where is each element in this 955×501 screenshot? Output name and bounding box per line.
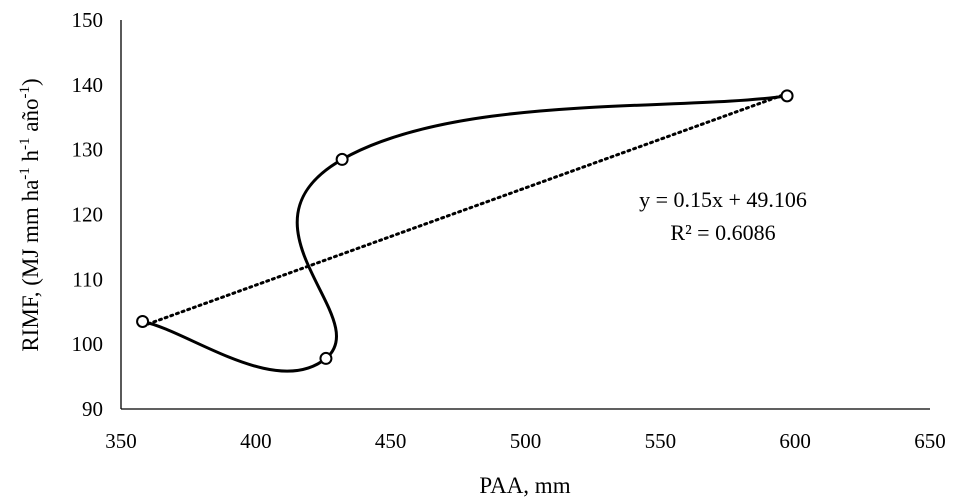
y-axis-title-superscript: -1 — [17, 86, 33, 99]
trendline — [141, 92, 789, 328]
x-tick-label: 600 — [779, 429, 811, 453]
trendline-r-squared: R² = 0.6086 — [670, 220, 775, 245]
y-tick-label: 100 — [72, 332, 104, 356]
y-axis-title-part: RIMF, (MJ mm ha — [18, 180, 43, 352]
data-point — [780, 89, 794, 103]
y-tick-label: 120 — [72, 203, 104, 227]
y-tick-label: 130 — [72, 138, 104, 162]
y-axis-title-part: año — [18, 99, 43, 138]
x-axis-title: PAA, mm — [479, 473, 570, 498]
y-axis-title-part: h — [18, 149, 43, 167]
trendline-equation: y = 0.15x + 49.106 — [639, 187, 807, 212]
y-tick-label: 110 — [72, 267, 103, 291]
y-tick-label: 150 — [72, 8, 104, 32]
x-tick-label: 350 — [105, 429, 137, 453]
y-tick-label: 140 — [72, 73, 104, 97]
y-axis-title-superscript: -1 — [17, 137, 33, 150]
axes — [120, 20, 930, 410]
series-smooth-line — [142, 94, 788, 373]
x-tick-label: 500 — [510, 429, 542, 453]
x-tick-label: 450 — [375, 429, 407, 453]
series-layer — [141, 92, 789, 373]
x-tick-label: 550 — [645, 429, 677, 453]
x-tick-label: 650 — [914, 429, 946, 453]
y-axis-title: RIMF, (MJ mm ha-1 h-1 año-1) — [17, 78, 43, 351]
y-axis-title-part: ) — [18, 78, 43, 86]
data-point — [136, 314, 150, 328]
data-point — [335, 152, 349, 166]
y-tick-labels: 90 100 110 120 130 140 150 — [72, 8, 104, 421]
x-tick-label: 400 — [240, 429, 272, 453]
data-point — [319, 351, 333, 365]
y-tick-label: 90 — [82, 397, 103, 421]
x-tick-labels: 350 400 450 500 550 600 650 — [105, 429, 946, 453]
data-points — [136, 89, 794, 365]
y-axis-title-superscript: -1 — [17, 167, 33, 180]
